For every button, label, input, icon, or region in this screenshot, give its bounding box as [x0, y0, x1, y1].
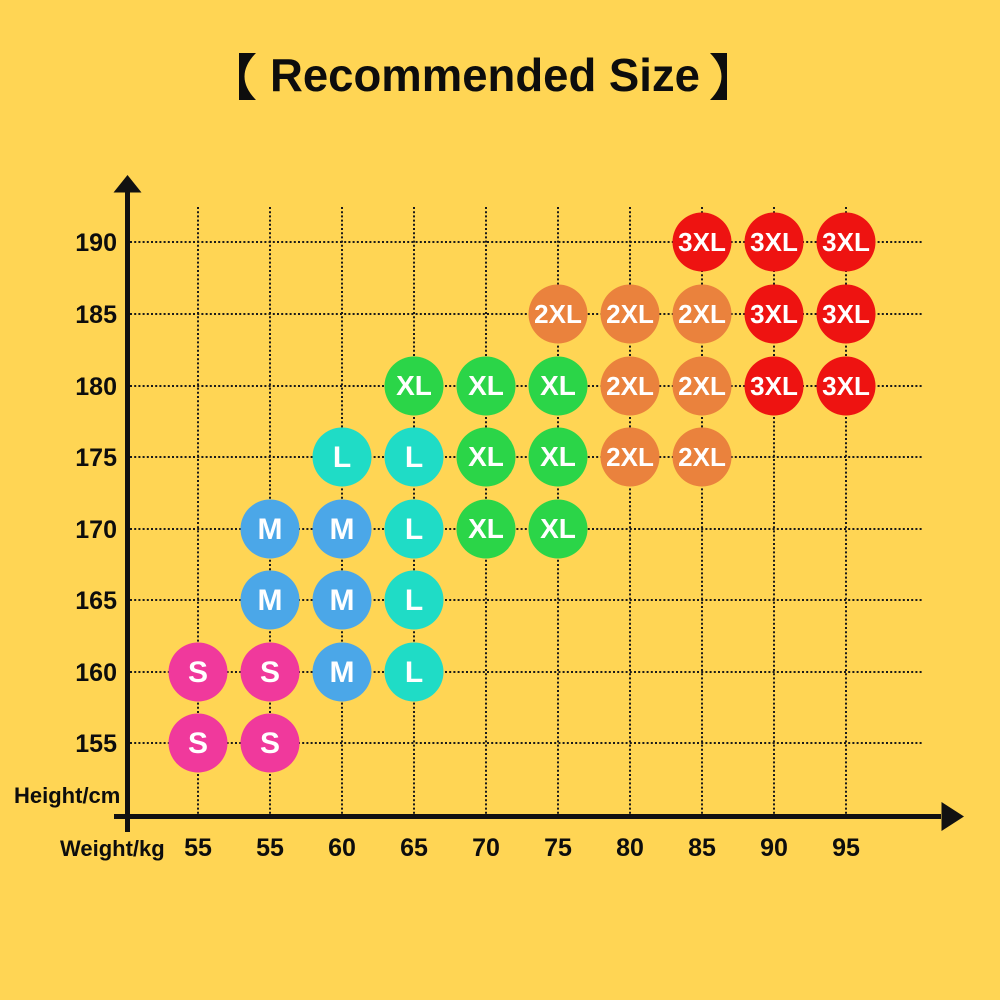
svg-text:2XL: 2XL: [606, 299, 654, 329]
svg-text:2XL: 2XL: [678, 442, 726, 472]
svg-text:180: 180: [75, 373, 117, 401]
svg-text:185: 185: [75, 301, 117, 329]
svg-text:M: M: [330, 513, 355, 546]
svg-text:75: 75: [544, 834, 572, 862]
svg-text:XL: XL: [468, 513, 504, 544]
svg-text:XL: XL: [468, 370, 504, 401]
svg-text:S: S: [260, 656, 280, 689]
svg-text:165: 165: [75, 587, 117, 615]
svg-text:70: 70: [472, 834, 500, 862]
svg-text:95: 95: [832, 834, 860, 862]
svg-text:XL: XL: [540, 513, 576, 544]
svg-text:155: 155: [75, 730, 117, 758]
svg-text:Recommended Size: Recommended Size: [270, 49, 700, 101]
svg-text:170: 170: [75, 516, 117, 544]
svg-text:3XL: 3XL: [822, 371, 870, 401]
svg-text:L: L: [405, 441, 423, 474]
svg-text:XL: XL: [468, 441, 504, 472]
svg-text:XL: XL: [396, 370, 432, 401]
svg-text:L: L: [405, 656, 423, 689]
svg-text:M: M: [330, 584, 355, 617]
svg-text:Weight/kg: Weight/kg: [60, 836, 165, 861]
svg-text:2XL: 2XL: [606, 371, 654, 401]
svg-text:160: 160: [75, 659, 117, 687]
svg-text:M: M: [258, 513, 283, 546]
svg-text:3XL: 3XL: [750, 371, 798, 401]
svg-text:L: L: [405, 513, 423, 546]
svg-text:L: L: [333, 441, 351, 474]
svg-text:M: M: [330, 656, 355, 689]
svg-text:3XL: 3XL: [822, 227, 870, 257]
svg-text:M: M: [258, 584, 283, 617]
svg-text:3XL: 3XL: [750, 227, 798, 257]
svg-text:2XL: 2XL: [534, 299, 582, 329]
svg-text:S: S: [188, 656, 208, 689]
svg-text:55: 55: [256, 834, 284, 862]
svg-text:55: 55: [184, 834, 212, 862]
svg-text:3XL: 3XL: [678, 227, 726, 257]
svg-text:2XL: 2XL: [606, 442, 654, 472]
svg-text:190: 190: [75, 229, 117, 257]
svg-text:3XL: 3XL: [822, 299, 870, 329]
svg-text:XL: XL: [540, 441, 576, 472]
svg-text:2XL: 2XL: [678, 299, 726, 329]
svg-text:3XL: 3XL: [750, 299, 798, 329]
svg-text:90: 90: [760, 834, 788, 862]
svg-text:L: L: [405, 584, 423, 617]
svg-text:XL: XL: [540, 370, 576, 401]
svg-text:175: 175: [75, 444, 117, 472]
svg-text:85: 85: [688, 834, 716, 862]
svg-text:80: 80: [616, 834, 644, 862]
svg-text:Height/cm: Height/cm: [14, 783, 120, 808]
svg-text:65: 65: [400, 834, 428, 862]
svg-text:S: S: [260, 727, 280, 760]
svg-text:60: 60: [328, 834, 356, 862]
svg-text:S: S: [188, 727, 208, 760]
svg-text:2XL: 2XL: [678, 371, 726, 401]
